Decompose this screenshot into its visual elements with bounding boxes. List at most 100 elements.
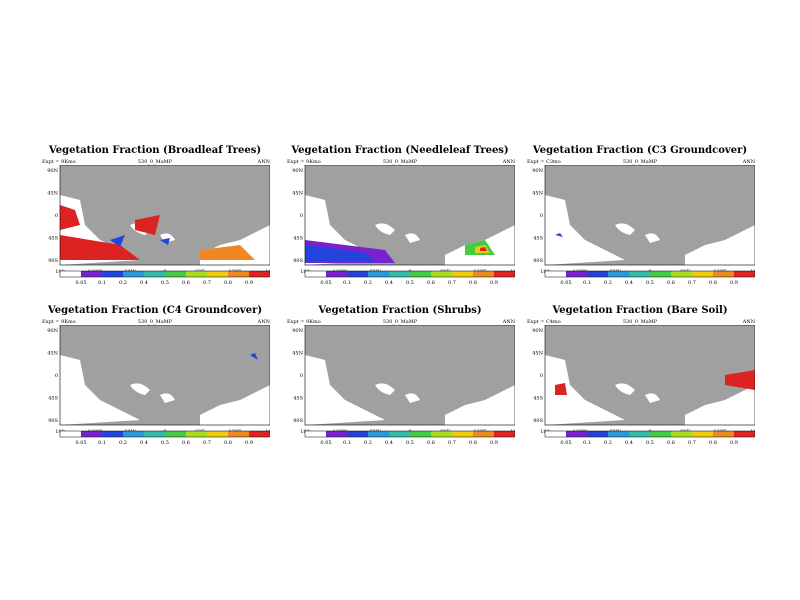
colorbar-swatch bbox=[671, 271, 692, 277]
experiment-label: Expt = 9Kmo bbox=[287, 159, 321, 165]
colorbar-swatch bbox=[650, 431, 671, 437]
colorbar-tick-label: 0.2 bbox=[364, 280, 372, 286]
colorbar-tick-label: 0.8 bbox=[224, 440, 232, 446]
y-tick-label: 45N bbox=[532, 191, 543, 197]
colorbar-tick-label: 0.05 bbox=[320, 440, 331, 446]
colorbar-tick-label: 0.4 bbox=[385, 280, 393, 286]
colorbar-swatch bbox=[249, 431, 270, 437]
experiment-label: Expt = C4mo bbox=[527, 319, 561, 325]
colorbar-swatch bbox=[587, 431, 608, 437]
colorbar-swatch bbox=[629, 271, 650, 277]
y-tick-label: 45S bbox=[293, 396, 303, 402]
run-label: 530_0_MaMP bbox=[382, 319, 418, 325]
colorbar-swatch bbox=[389, 271, 410, 277]
y-tick-label: 0 bbox=[55, 373, 58, 379]
colorbar-swatch bbox=[650, 271, 671, 277]
colorbar-tick-label: 0.9 bbox=[730, 280, 738, 286]
colorbar-swatch bbox=[431, 271, 452, 277]
colorbar-swatch bbox=[368, 271, 389, 277]
colorbar-tick-label: 0.6 bbox=[182, 440, 190, 446]
y-tick-label: 0 bbox=[55, 213, 58, 219]
colorbar-swatch bbox=[389, 431, 410, 437]
colorbar-swatch bbox=[734, 271, 755, 277]
colorbar-swatch bbox=[608, 271, 629, 277]
colorbar-frame bbox=[59, 270, 270, 278]
y-tick-label: 90N bbox=[532, 328, 543, 334]
colorbar-swatch bbox=[207, 271, 228, 277]
colorbar-swatch bbox=[431, 431, 452, 437]
colorbar-swatch bbox=[629, 431, 650, 437]
colorbar-swatch bbox=[566, 431, 587, 437]
y-tick-label: 90N bbox=[532, 168, 543, 174]
colorbar-swatch bbox=[305, 271, 326, 277]
colorbar-tick-label: 0.6 bbox=[182, 280, 190, 286]
colorbar-tick-label: 0.5 bbox=[161, 440, 169, 446]
y-tick-label: 0 bbox=[540, 373, 543, 379]
colorbar-tick-label: 0.1 bbox=[98, 440, 106, 446]
vegetation-overlay bbox=[305, 240, 495, 263]
period-label: ANN bbox=[502, 159, 515, 165]
y-tick-label: 45N bbox=[47, 351, 58, 357]
colorbar-swatch bbox=[671, 431, 692, 437]
colorbar-tick-label: 0.1 bbox=[343, 440, 351, 446]
colorbar: 0.05 0.1 0.2 0.4 0.5 0.6 0.7 0.8 0.9 bbox=[59, 270, 270, 286]
experiment-label: Expt = 9Kmo bbox=[42, 319, 76, 325]
colorbar-tick-label: 0.05 bbox=[75, 440, 86, 446]
colorbar-tick-label: 0.05 bbox=[320, 280, 331, 286]
panel-c3-groundcover: Vegetation Fraction (C3 Groundcover) Exp… bbox=[525, 145, 755, 295]
colorbar-tick-label: 0.2 bbox=[604, 440, 612, 446]
colorbar-swatch bbox=[123, 271, 144, 277]
colorbar-tick-label: 0.7 bbox=[203, 440, 211, 446]
colorbar-frame bbox=[544, 430, 755, 438]
colorbar-swatch bbox=[102, 431, 123, 437]
ocean-areas bbox=[305, 355, 515, 425]
colorbar-swatch bbox=[452, 431, 473, 437]
colorbar-swatch bbox=[186, 431, 207, 437]
colorbar-swatch bbox=[186, 271, 207, 277]
colorbar-tick-label: 0.9 bbox=[490, 280, 498, 286]
colorbar-swatch bbox=[566, 271, 587, 277]
colorbar-tick-label: 0.05 bbox=[560, 440, 571, 446]
run-label: 530_0_MaMP bbox=[622, 319, 658, 325]
colorbar-tick-label: 0.2 bbox=[119, 280, 127, 286]
colorbar-tick-label: 0.7 bbox=[203, 280, 211, 286]
colorbar-tick-label: 0.1 bbox=[343, 280, 351, 286]
colorbar-swatch bbox=[60, 271, 81, 277]
colorbar-tick-label: 0.4 bbox=[140, 440, 148, 446]
y-tick-label: 90N bbox=[47, 328, 58, 334]
colorbar-tick-label: 0.05 bbox=[560, 280, 571, 286]
period-label: ANN bbox=[742, 319, 755, 325]
colorbar-swatch bbox=[81, 271, 102, 277]
colorbar-swatch bbox=[228, 431, 249, 437]
colorbar: 0.05 0.1 0.2 0.4 0.5 0.6 0.7 0.8 0.9 bbox=[59, 430, 270, 446]
colorbar-tick-label: 0.8 bbox=[469, 440, 477, 446]
colorbar-tick-label: 0.9 bbox=[730, 440, 738, 446]
ocean-areas bbox=[545, 355, 755, 425]
colorbar-frame bbox=[59, 430, 270, 438]
colorbar-tick-label: 0.7 bbox=[448, 440, 456, 446]
y-ticks: 90N 45N 0 45S 90S bbox=[532, 328, 543, 424]
colorbar-tick-label: 0.5 bbox=[646, 440, 654, 446]
colorbar-swatch bbox=[60, 431, 81, 437]
colorbar-frame bbox=[304, 430, 515, 438]
y-tick-label: 45S bbox=[293, 236, 303, 242]
panel-title: Vegetation Fraction (Shrubs) bbox=[318, 305, 482, 316]
panel-title: Vegetation Fraction (Broadleaf Trees) bbox=[48, 145, 262, 156]
colorbar-swatch bbox=[587, 271, 608, 277]
run-label: 530_0_MaMP bbox=[137, 159, 173, 165]
colorbar-swatch bbox=[165, 271, 186, 277]
run-label: 530_0_MaMP bbox=[137, 319, 173, 325]
colorbar-swatch bbox=[144, 271, 165, 277]
y-tick-label: 45N bbox=[292, 351, 303, 357]
y-tick-label: 45S bbox=[533, 236, 543, 242]
colorbar-swatch bbox=[494, 271, 515, 277]
colorbar-swatch bbox=[494, 431, 515, 437]
panel-bare-soil: Vegetation Fraction (Bare Soil) Expt = C… bbox=[525, 305, 755, 455]
colorbar-swatch bbox=[207, 431, 228, 437]
panel-title: Vegetation Fraction (C3 Groundcover) bbox=[532, 145, 748, 156]
experiment-label: Expt = C3mo bbox=[527, 159, 561, 165]
y-tick-label: 90S bbox=[533, 258, 543, 264]
colorbar-swatch bbox=[347, 431, 368, 437]
run-label: 530_0_MaMP bbox=[382, 159, 418, 165]
